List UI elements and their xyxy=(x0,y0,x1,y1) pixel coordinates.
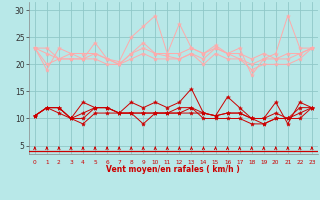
X-axis label: Vent moyen/en rafales ( km/h ): Vent moyen/en rafales ( km/h ) xyxy=(107,165,240,174)
